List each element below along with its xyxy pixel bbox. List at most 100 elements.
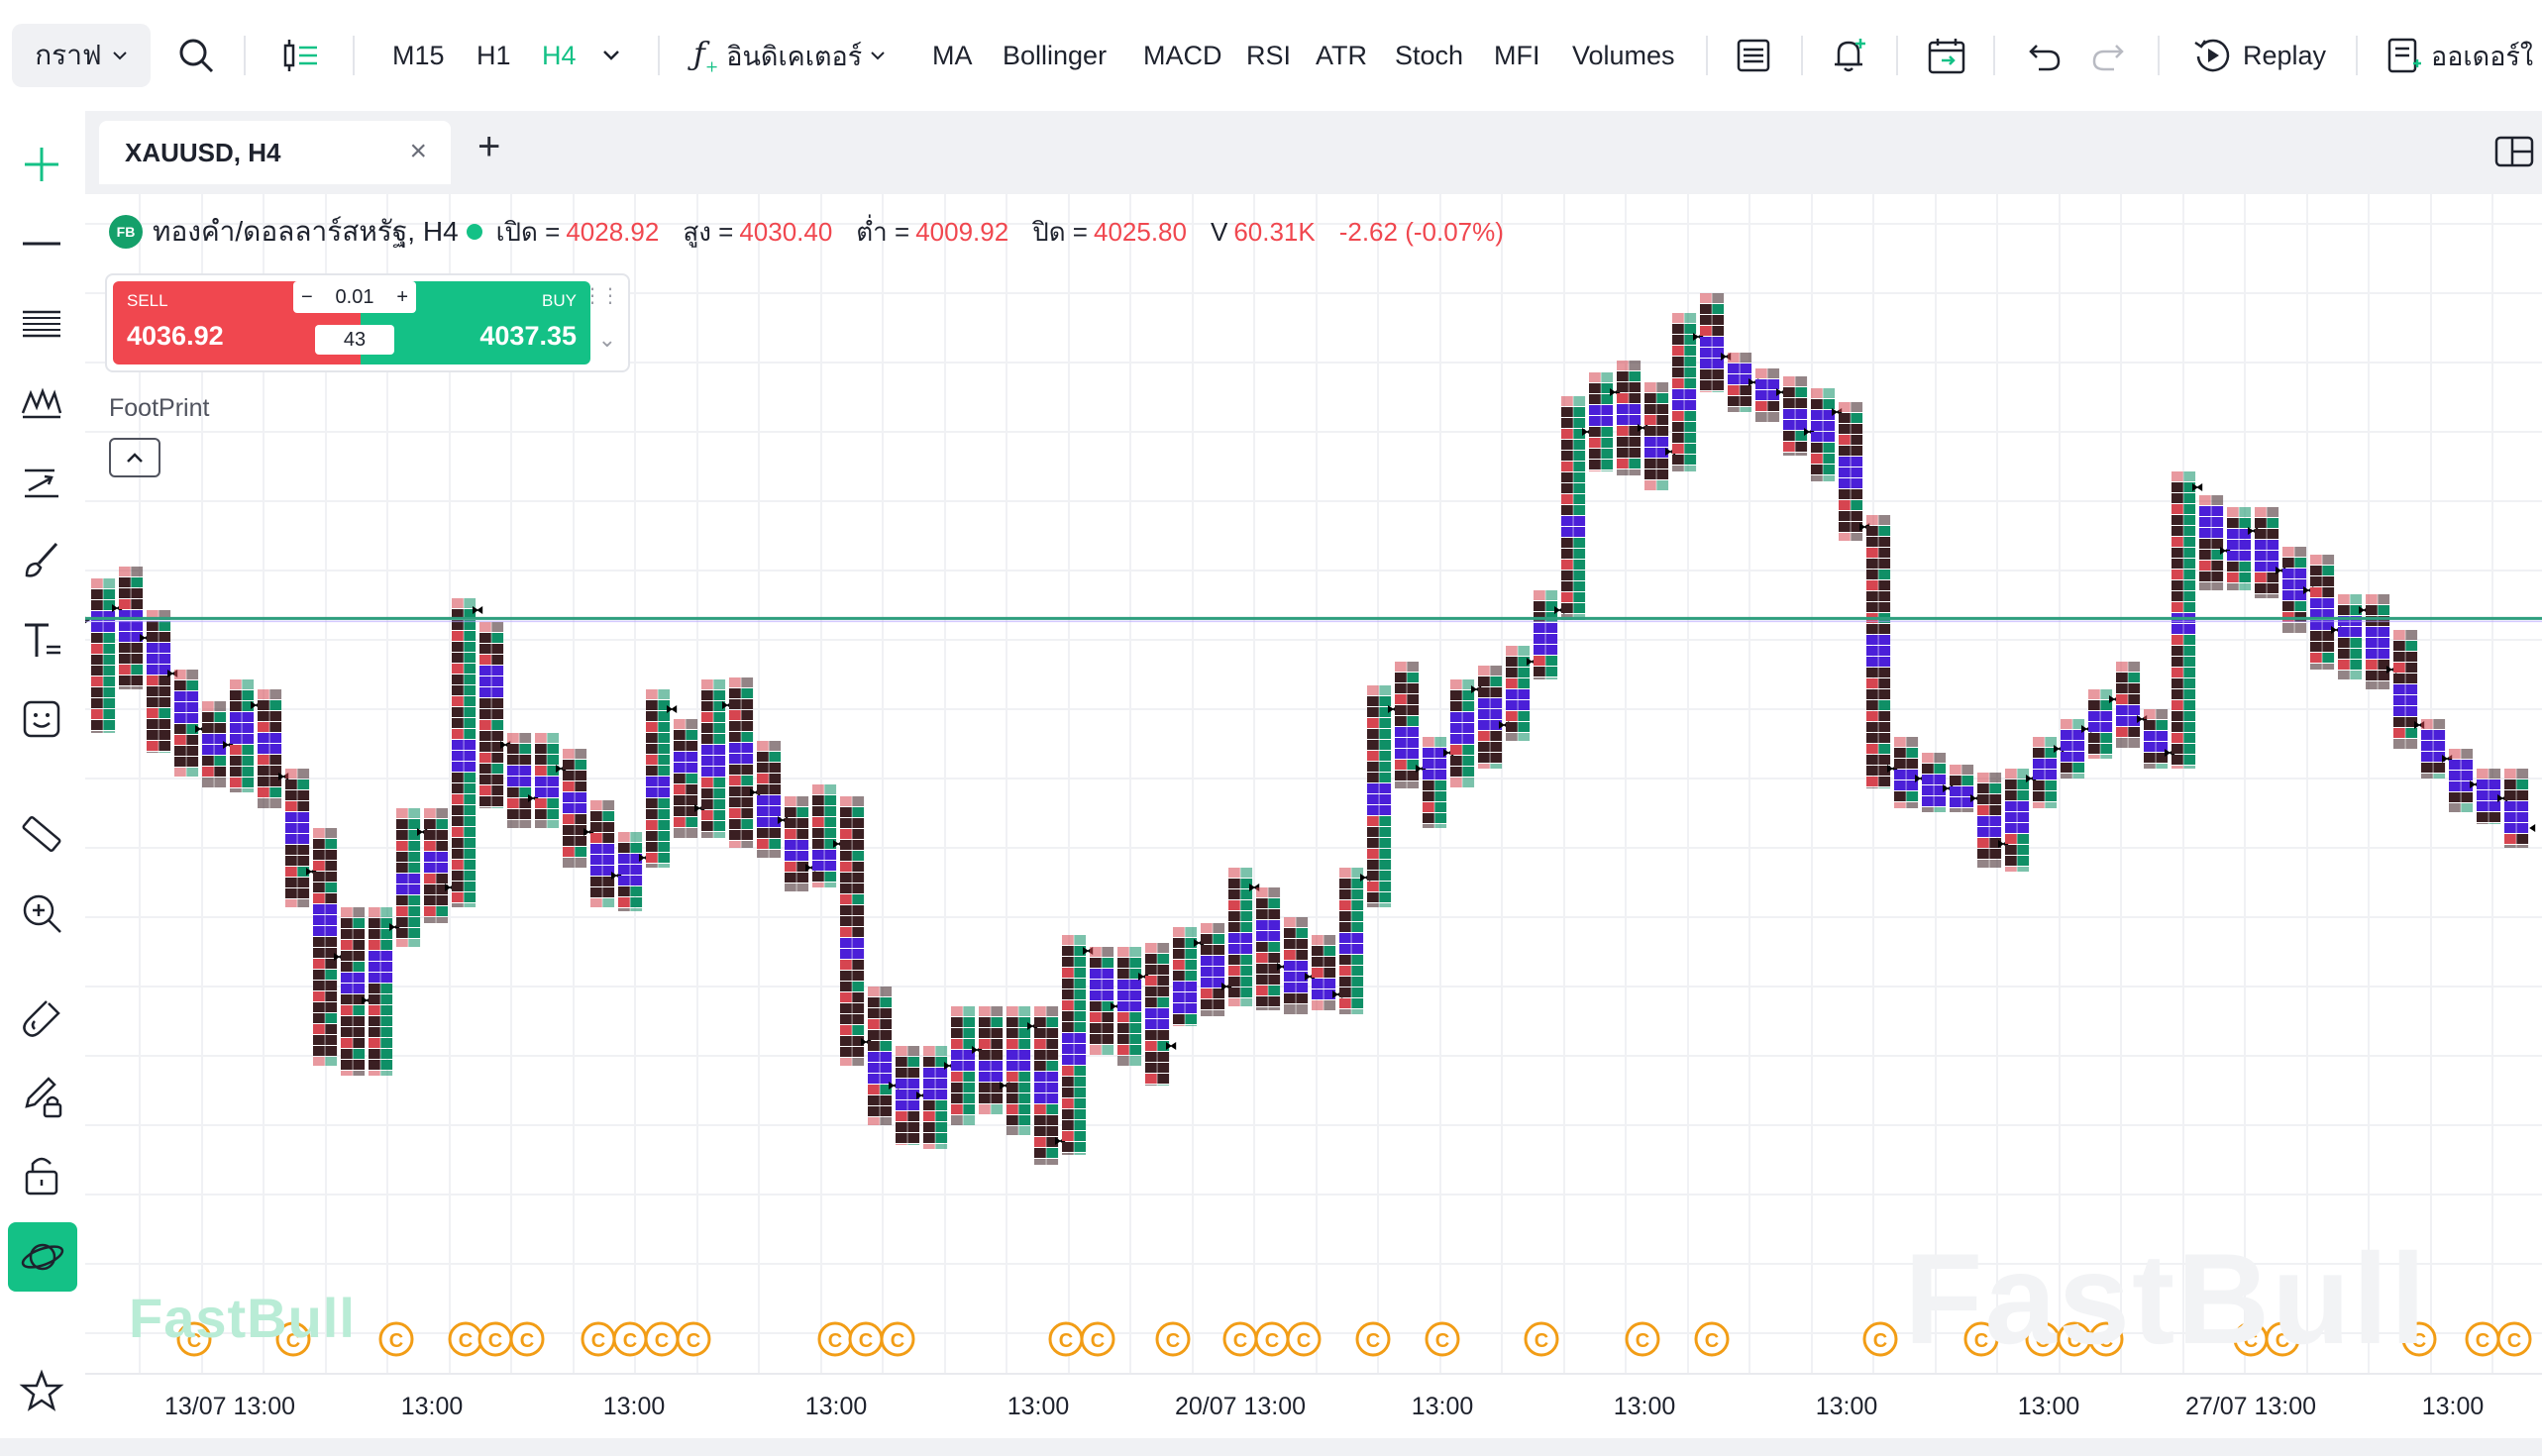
indicator-atr[interactable]: ATR bbox=[1316, 40, 1367, 70]
footprint-cell-ask bbox=[852, 873, 865, 883]
drag-handle-icon[interactable]: ⋮⋮ bbox=[583, 285, 620, 307]
layout-button[interactable] bbox=[1734, 0, 1773, 111]
footprint-cell-ask bbox=[2322, 609, 2335, 619]
split-layout-icon[interactable] bbox=[2494, 135, 2534, 168]
undo-button[interactable] bbox=[2025, 0, 2065, 111]
quantity-stepper[interactable]: − 0.01 + bbox=[293, 281, 416, 313]
footprint-cell-bid bbox=[979, 1083, 991, 1092]
close-marker bbox=[477, 606, 483, 614]
magnet-tool[interactable] bbox=[12, 990, 71, 1050]
brush-tool[interactable] bbox=[12, 531, 71, 590]
footprint-cell-ask bbox=[2405, 652, 2418, 662]
favorites-tool[interactable] bbox=[12, 1361, 71, 1420]
indicators-button[interactable]: ƒ+ อินดิเคเตอร์ bbox=[693, 0, 886, 111]
footprint-cell-ask bbox=[1573, 429, 1586, 439]
footprint-cell-bid bbox=[1034, 1093, 1046, 1103]
footprint-cell-ask bbox=[658, 831, 671, 841]
footprint-cell-ask bbox=[741, 819, 754, 829]
indicator-mfi[interactable]: MFI bbox=[1494, 40, 1540, 70]
redo-button[interactable] bbox=[2088, 0, 2128, 111]
timeframe-m15[interactable]: M15 bbox=[392, 40, 445, 70]
indicator-ma[interactable]: MA bbox=[932, 40, 973, 70]
horizontal-line-tool[interactable] bbox=[12, 214, 71, 273]
indicator-name[interactable]: FootPrint bbox=[109, 394, 210, 422]
indicator-macd[interactable]: MACD bbox=[1143, 40, 1222, 70]
timeframe-dropdown[interactable] bbox=[602, 0, 620, 111]
quantity-value[interactable]: 0.01 bbox=[335, 285, 374, 308]
footprint-cell-ask bbox=[1545, 623, 1558, 633]
footprint-cell-ask bbox=[325, 1046, 338, 1056]
footprint-cell-bid bbox=[1062, 1120, 1074, 1130]
search-button[interactable] bbox=[176, 0, 216, 111]
tab-xauusd-h4[interactable]: XAUUSD, H4 × bbox=[99, 121, 451, 184]
footprint-cell-bid bbox=[2477, 769, 2489, 779]
lock-drawings-tool[interactable] bbox=[12, 1068, 71, 1127]
chart-type-button[interactable] bbox=[281, 0, 321, 111]
text-tool[interactable] bbox=[12, 610, 71, 670]
footprint-cell-bid bbox=[1201, 956, 1213, 966]
zoom-in-tool[interactable] bbox=[12, 884, 71, 943]
footprint-cell-ask bbox=[741, 743, 754, 753]
forecast-tool[interactable] bbox=[12, 452, 71, 511]
fibonacci-tool[interactable] bbox=[12, 293, 71, 353]
footprint-cell-bid bbox=[729, 677, 741, 687]
close-icon[interactable]: × bbox=[409, 135, 427, 167]
footprint-cell-ask bbox=[713, 767, 726, 777]
alert-button[interactable] bbox=[1829, 0, 1870, 111]
footprint-cell-ask bbox=[1462, 745, 1475, 755]
footprint-cell-bid bbox=[1117, 980, 1129, 989]
add-tab-button[interactable]: + bbox=[477, 125, 501, 168]
footprint-cell-ask bbox=[2239, 540, 2252, 550]
footprint-cell-bid bbox=[1478, 720, 1490, 730]
orders-button[interactable]: ออเดอร์ใ bbox=[2383, 0, 2533, 111]
footprint-cell-bid bbox=[840, 840, 852, 850]
footprint-cell-ask bbox=[1573, 462, 1586, 471]
symbol-name[interactable]: ทองคำ/ดอลลาร์สหรัฐ, H4 bbox=[153, 216, 459, 247]
footprint-cell-ask bbox=[353, 1071, 366, 1076]
footprint-cell-ask bbox=[1379, 729, 1392, 739]
open-marker bbox=[1776, 388, 1782, 396]
footprint-cell-ask bbox=[991, 1072, 1004, 1082]
footprint-cell-bid bbox=[2366, 671, 2378, 680]
pattern-tool[interactable] bbox=[12, 372, 71, 432]
footprint-cell-bid bbox=[1506, 733, 1518, 741]
timeframe-h1[interactable]: H1 bbox=[477, 40, 511, 70]
footprint-cell-ask bbox=[2183, 493, 2196, 503]
footprint-cell-ask bbox=[103, 698, 116, 708]
quantity-decrease-button[interactable]: − bbox=[301, 285, 313, 308]
footprint-cell-bid bbox=[1534, 590, 1545, 600]
footprint-cell-ask bbox=[1379, 773, 1392, 782]
indicator-volumes[interactable]: Volumes bbox=[1572, 40, 1675, 70]
footprint-cell-bid bbox=[1145, 1030, 1157, 1040]
timeframe-h4[interactable]: H4 bbox=[542, 40, 577, 70]
unlock-tool[interactable] bbox=[12, 1145, 71, 1204]
indicator-collapse-button[interactable] bbox=[109, 438, 160, 477]
crosshair-tool[interactable] bbox=[12, 135, 71, 194]
footprint-cell-ask bbox=[1213, 945, 1225, 955]
chevron-down-icon[interactable]: ⌄ bbox=[597, 327, 616, 352]
ruler-tool[interactable] bbox=[12, 804, 71, 864]
indicator-rsi[interactable]: RSI bbox=[1246, 40, 1292, 70]
calendar-button[interactable] bbox=[1926, 0, 1969, 111]
open-marker bbox=[2192, 483, 2198, 491]
quantity-increase-button[interactable]: + bbox=[396, 285, 408, 308]
emoji-tool[interactable] bbox=[12, 689, 71, 749]
footprint-cell-ask bbox=[686, 828, 698, 838]
footprint-cell-bid bbox=[1367, 685, 1379, 695]
footprint-cell-bid bbox=[258, 787, 269, 797]
footprint-cell-ask bbox=[991, 1006, 1004, 1016]
footprint-cell-bid bbox=[341, 1071, 353, 1076]
footprint-cell-bid bbox=[1145, 987, 1157, 996]
graph-menu-button[interactable]: กราฟ bbox=[12, 24, 151, 87]
footprint-cell-bid bbox=[2005, 801, 2017, 811]
indicator-bollinger[interactable]: Bollinger bbox=[1003, 40, 1108, 70]
indicator-stoch[interactable]: Stoch bbox=[1395, 40, 1464, 70]
replay-button[interactable]: Replay bbox=[2191, 0, 2326, 111]
planet-tool[interactable] bbox=[8, 1222, 77, 1292]
time-axis[interactable]: 13/07 13:00 13:00 13:00 13:00 13:00 20/07 13:… bbox=[85, 1373, 2542, 1438]
footprint-cell-bid bbox=[341, 1049, 353, 1059]
footprint-cell-bid bbox=[1284, 972, 1296, 982]
footprint-cell-ask bbox=[1851, 478, 1863, 488]
